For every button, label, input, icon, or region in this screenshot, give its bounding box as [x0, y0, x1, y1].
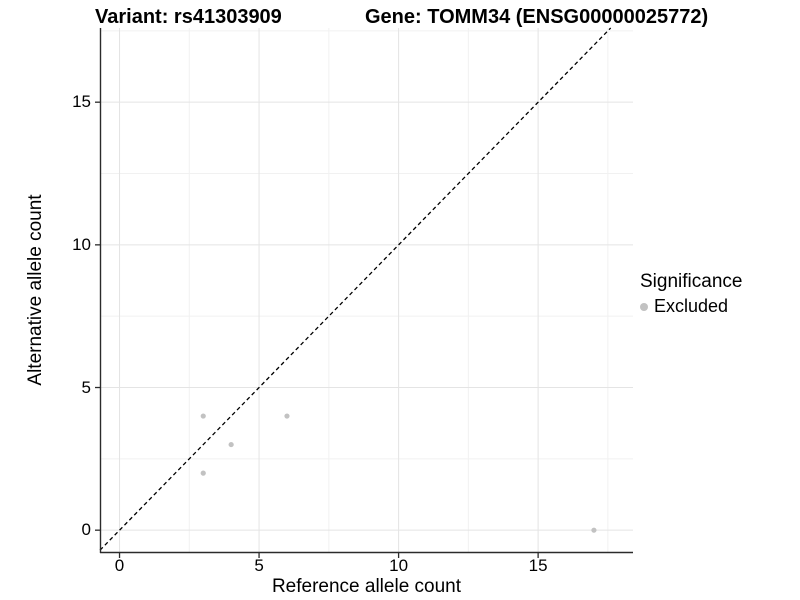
legend: Significance Excluded	[640, 271, 742, 317]
plot-title-gene: Gene: TOMM34 (ENSG00000025772)	[365, 6, 709, 28]
legend-item-label: Excluded	[654, 296, 729, 316]
y-tick-label: 15	[72, 92, 91, 112]
data-point	[200, 413, 206, 419]
data-point	[284, 413, 290, 419]
x-tick-label: 5	[254, 556, 264, 575]
x-axis-title: Reference allele count	[271, 576, 462, 597]
legend-item-excluded: Excluded	[640, 296, 742, 317]
data-point	[591, 527, 597, 533]
y-tick-label: 5	[81, 377, 91, 397]
x-tick-label: 15	[528, 556, 548, 575]
x-tick-label: 10	[389, 556, 409, 575]
x-tick-label: 0	[114, 556, 125, 575]
identity-line	[99, 27, 612, 551]
plot-title-variant: Variant: rs41303909	[95, 6, 282, 28]
data-point	[200, 470, 206, 476]
legend-point-icon	[640, 302, 648, 311]
data-point	[228, 441, 234, 448]
y-tick-label: 10	[72, 234, 91, 254]
y-axis-title: Alternative allele count	[25, 194, 46, 386]
y-tick-label: 0	[81, 520, 91, 540]
plot-panel	[95, 27, 633, 558]
legend-title: Significance	[640, 271, 743, 292]
